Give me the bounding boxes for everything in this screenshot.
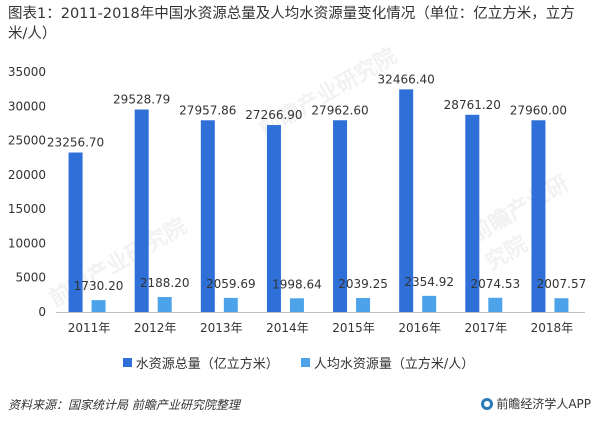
brand-text: 前瞻经济学人APP (496, 397, 591, 411)
data-label-series2: 1730.20 (74, 279, 124, 293)
bar-series2 (356, 298, 371, 312)
y-tick-label: 15000 (8, 202, 46, 216)
data-label-series2: 1998.64 (272, 277, 322, 291)
data-label-series2: 2039.25 (338, 277, 388, 291)
bar-series1 (266, 125, 281, 312)
y-tick-label: 0 (38, 305, 46, 319)
y-tick-label: 35000 (8, 65, 46, 79)
data-label-series1: 28761.20 (444, 98, 501, 112)
data-label-series1: 27266.90 (245, 108, 302, 122)
bar-series1 (531, 120, 546, 312)
data-label-series1: 23256.70 (47, 136, 104, 150)
chart-canvas: 0 5000 10000 15000 20000 25000 30000 35000 23256… (8, 65, 587, 335)
y-tick-label: 30000 (8, 99, 46, 113)
bar-series1 (465, 114, 480, 313)
bar-series1 (333, 120, 348, 312)
bar-series1 (200, 120, 215, 312)
bar-series2 (422, 295, 437, 312)
bar-series1 (68, 152, 83, 312)
legend-label-series2: 人均水资源量（立方米/人） (313, 357, 475, 372)
bar-series1 (134, 109, 149, 312)
bar-series2 (157, 296, 172, 312)
data-label-series1: 27962.60 (311, 103, 368, 117)
x-tick-label: 2014年 (266, 321, 309, 335)
data-label-series1: 32466.40 (378, 72, 435, 86)
data-label-series1: 27957.86 (179, 103, 236, 117)
legend-label-series1: 水资源总量（亿立方米） (135, 357, 279, 372)
y-tick-label: 20000 (8, 168, 46, 182)
x-tick-label: 2013年 (200, 321, 243, 335)
x-tick-label: 2018年 (531, 321, 574, 335)
data-label-series1: 29528.79 (113, 93, 170, 107)
bar-series2 (223, 297, 238, 312)
brand-label: 前瞻经济学人APP (481, 395, 591, 412)
legend-item-series1: 水资源总量（亿立方米） (122, 353, 279, 372)
x-tick-label: 2016年 (398, 321, 441, 335)
chart-title: 图表1：2011-2018年中国水资源总量及人均水资源量变化情况（单位：亿立方米… (8, 6, 575, 42)
brand-logo-icon (481, 397, 494, 410)
legend-item-series2: 人均水资源量（立方米/人） (300, 353, 475, 372)
x-tick-label: 2015年 (332, 321, 375, 335)
x-tick-label: 2011年 (68, 321, 111, 335)
legend-swatch-series2 (300, 358, 310, 367)
x-tick-label: 2012年 (134, 321, 177, 335)
legend-swatch-series1 (122, 358, 132, 367)
y-tick-label: 25000 (8, 134, 46, 148)
data-label-series2: 2188.20 (140, 276, 190, 290)
data-label-series2: 2007.57 (537, 277, 587, 291)
data-label-series2: 2059.69 (206, 277, 256, 291)
x-tick-label: 2017年 (465, 321, 508, 335)
data-label-series2: 2354.92 (404, 275, 454, 289)
bar-series1 (399, 89, 414, 312)
data-label-series2: 2074.53 (471, 277, 521, 291)
source-note: 资料来源：国家统计局 前瞻产业研究院整理 (8, 398, 240, 412)
bar-series2 (488, 297, 503, 312)
data-label-series1: 27960.00 (510, 103, 567, 117)
y-tick-label: 10000 (8, 236, 46, 250)
y-tick-label: 5000 (15, 271, 46, 285)
bar-series2 (91, 300, 106, 312)
legend: 水资源总量（亿立方米） 人均水资源量（立方米/人） (0, 353, 597, 372)
bar-series2 (289, 298, 304, 312)
bar-series2 (554, 298, 569, 312)
